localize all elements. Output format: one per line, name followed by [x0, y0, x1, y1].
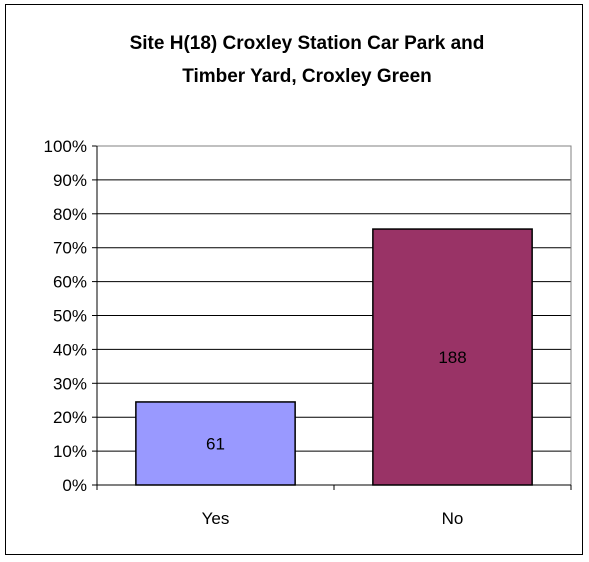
y-tick-label: 20% [53, 408, 87, 427]
bar-no [372, 228, 533, 486]
y-tick-label: 70% [53, 239, 87, 258]
x-category-label: No [442, 509, 464, 528]
y-tick-label: 80% [53, 205, 87, 224]
y-tick-label: 30% [53, 374, 87, 393]
y-tick-label: 50% [53, 307, 87, 326]
y-tick-label: 100% [44, 137, 87, 156]
y-tick-label: 0% [62, 476, 87, 495]
chart-title-line-1: Site H(18) Croxley Station Car Park and [130, 33, 485, 54]
y-tick-label: 40% [53, 340, 87, 359]
y-tick-label: 10% [53, 442, 87, 461]
y-tick-label: 60% [53, 273, 87, 292]
data-label: 188 [438, 348, 466, 367]
bars: 61 188 [135, 228, 533, 486]
bar-yes [135, 401, 296, 486]
y-tick-label: 90% [53, 171, 87, 190]
data-label: 61 [206, 434, 225, 453]
chart-title-line-2: Timber Yard, Croxley Green [182, 66, 432, 87]
chart-title: Site H(18) Croxley Station Car Park and … [130, 33, 485, 87]
y-axis-ticks: 0% 10% 20% 30% 40% 50% 60% 70% 80% 90% 100% [44, 137, 97, 495]
x-category-label: Yes [202, 509, 230, 528]
x-axis-categories: Yes No [96, 485, 572, 528]
